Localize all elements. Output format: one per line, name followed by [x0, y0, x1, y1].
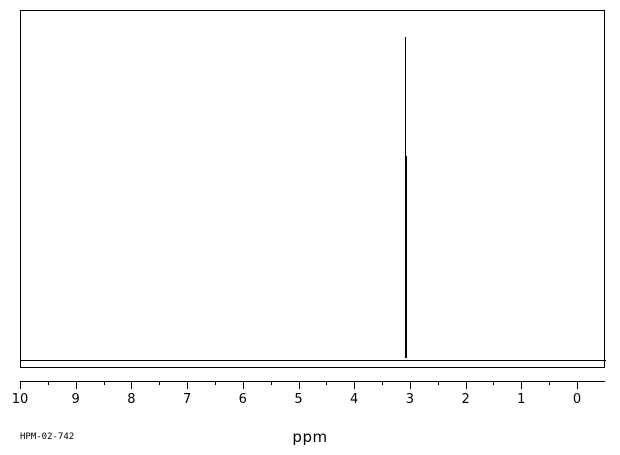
axis-tick-major — [187, 381, 189, 389]
axis-tick-label: 4 — [350, 392, 359, 407]
axis-tick-label: 10 — [11, 392, 29, 407]
axis-tick-minor — [159, 381, 161, 385]
axis-tick-major — [577, 381, 578, 389]
axis-tick-minor — [270, 381, 272, 385]
axis-tick-major — [409, 381, 411, 389]
axis-tick-label: 3 — [405, 392, 415, 407]
sample-id-label: HPM-02-742 — [20, 432, 75, 442]
spectrum-baseline — [21, 360, 606, 361]
axis-tick-label: 0 — [572, 392, 582, 407]
axis-tick-label: 5 — [294, 392, 303, 407]
plot-frame — [20, 10, 606, 368]
axis-tick-minor — [214, 381, 216, 385]
ppm-axis-line — [20, 381, 605, 382]
axis-tick-major — [131, 381, 133, 389]
axis-tick-major — [20, 381, 21, 389]
axis-tick-minor — [382, 381, 384, 385]
axis-tick-major — [354, 381, 356, 389]
axis-tick-label: 7 — [182, 392, 192, 407]
axis-tick-major — [242, 381, 244, 389]
axis-tick-label: 1 — [517, 392, 526, 407]
axis-tick-major — [465, 381, 467, 389]
axis-tick-major — [521, 381, 523, 389]
spectrum-peak — [404, 155, 407, 358]
axis-tick-label: 9 — [71, 392, 80, 407]
axis-tick-major — [75, 381, 77, 389]
axis-tick-minor — [549, 381, 551, 385]
axis-tick-minor — [103, 381, 105, 385]
axis-tick-minor — [47, 381, 49, 385]
axis-tick-minor — [493, 381, 495, 385]
axis-tick-minor — [437, 381, 439, 385]
axis-tick-label: 8 — [127, 392, 136, 407]
axis-title: ppm — [292, 428, 328, 446]
axis-tick-major — [298, 381, 300, 389]
axis-tick-minor — [326, 381, 328, 385]
axis-tick-label: 2 — [461, 392, 470, 407]
axis-tick-label: 6 — [238, 392, 247, 407]
